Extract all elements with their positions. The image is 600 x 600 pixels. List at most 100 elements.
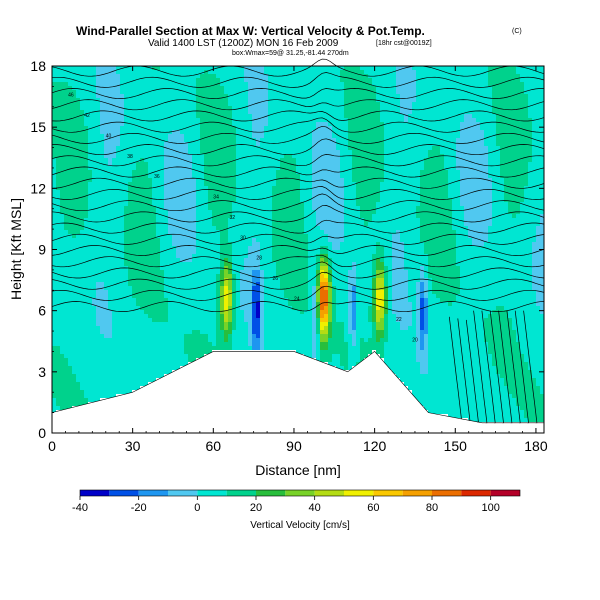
field-cell — [224, 66, 228, 70]
field-cell — [80, 346, 84, 350]
field-cell — [284, 322, 288, 326]
field-cell — [68, 358, 72, 362]
field-cell — [76, 158, 80, 162]
field-cell — [196, 158, 200, 162]
field-cell — [232, 70, 236, 74]
field-cell — [72, 102, 76, 106]
field-cell — [116, 90, 120, 94]
field-cell — [72, 306, 76, 310]
field-cell — [184, 262, 188, 266]
field-cell — [228, 70, 232, 74]
field-cell — [296, 330, 300, 334]
field-cell — [56, 194, 60, 198]
field-cell — [80, 146, 84, 150]
field-cell — [240, 118, 244, 122]
field-cell — [300, 170, 304, 174]
field-cell — [168, 302, 172, 306]
field-cell — [308, 350, 312, 354]
field-cell — [192, 358, 196, 362]
field-cell — [264, 286, 268, 290]
field-cell — [92, 326, 96, 330]
field-cell — [280, 182, 284, 186]
field-cell — [168, 222, 172, 226]
field-cell — [252, 222, 256, 226]
field-cell — [224, 258, 228, 262]
field-cell — [144, 182, 148, 186]
field-cell — [300, 182, 304, 186]
field-cell — [176, 290, 180, 294]
field-cell — [308, 170, 312, 174]
field-cell — [284, 274, 288, 278]
field-cell — [152, 346, 156, 350]
field-cell — [228, 266, 232, 270]
field-cell — [100, 266, 104, 270]
field-cell — [144, 234, 148, 238]
field-cell — [268, 330, 272, 334]
field-cell — [64, 146, 68, 150]
field-cell — [276, 298, 280, 302]
field-cell — [188, 230, 192, 234]
field-cell — [184, 350, 188, 354]
field-cell — [208, 166, 212, 170]
field-cell — [172, 154, 176, 158]
field-cell — [208, 258, 212, 262]
field-cell — [144, 110, 148, 114]
field-cell — [224, 130, 228, 134]
field-cell — [184, 146, 188, 150]
field-cell — [80, 158, 84, 162]
field-cell — [68, 302, 72, 306]
field-cell — [160, 166, 164, 170]
field-cell — [300, 246, 304, 250]
field-cell — [76, 290, 80, 294]
field-cell — [140, 142, 144, 146]
field-cell — [76, 174, 80, 178]
field-cell — [220, 210, 224, 214]
field-cell — [248, 342, 252, 346]
field-cell — [60, 262, 64, 266]
field-cell — [104, 390, 108, 394]
field-cell — [268, 326, 272, 330]
field-cell — [104, 302, 108, 306]
field-cell — [136, 102, 140, 106]
field-cell — [108, 378, 112, 382]
field-cell — [292, 134, 296, 138]
field-cell — [100, 242, 104, 246]
field-cell — [132, 106, 136, 110]
field-cell — [236, 330, 240, 334]
field-cell — [60, 94, 64, 98]
field-cell — [112, 374, 116, 378]
field-cell — [172, 222, 176, 226]
field-cell — [224, 194, 228, 198]
field-cell — [104, 330, 108, 334]
field-cell — [296, 106, 300, 110]
field-cell — [212, 134, 216, 138]
field-cell — [220, 298, 224, 302]
field-cell — [248, 174, 252, 178]
field-cell — [224, 326, 228, 330]
field-cell — [148, 286, 152, 290]
field-cell — [176, 330, 180, 334]
field-cell — [96, 82, 100, 86]
field-cell — [68, 330, 72, 334]
field-cell — [144, 306, 148, 310]
field-cell — [208, 246, 212, 250]
field-cell — [124, 358, 128, 362]
field-cell — [292, 346, 296, 350]
field-cell — [104, 126, 108, 130]
field-cell — [116, 378, 120, 382]
field-cell — [112, 330, 116, 334]
field-cell — [108, 222, 112, 226]
field-cell — [188, 70, 192, 74]
field-cell — [72, 74, 76, 78]
field-cell — [180, 66, 184, 70]
field-cell — [84, 114, 88, 118]
field-cell — [180, 202, 184, 206]
field-cell — [60, 174, 64, 178]
field-cell — [280, 210, 284, 214]
field-cell — [72, 206, 76, 210]
field-cell — [80, 330, 84, 334]
field-cell — [284, 98, 288, 102]
field-cell — [180, 342, 184, 346]
field-cell — [208, 254, 212, 258]
field-cell — [144, 342, 148, 346]
